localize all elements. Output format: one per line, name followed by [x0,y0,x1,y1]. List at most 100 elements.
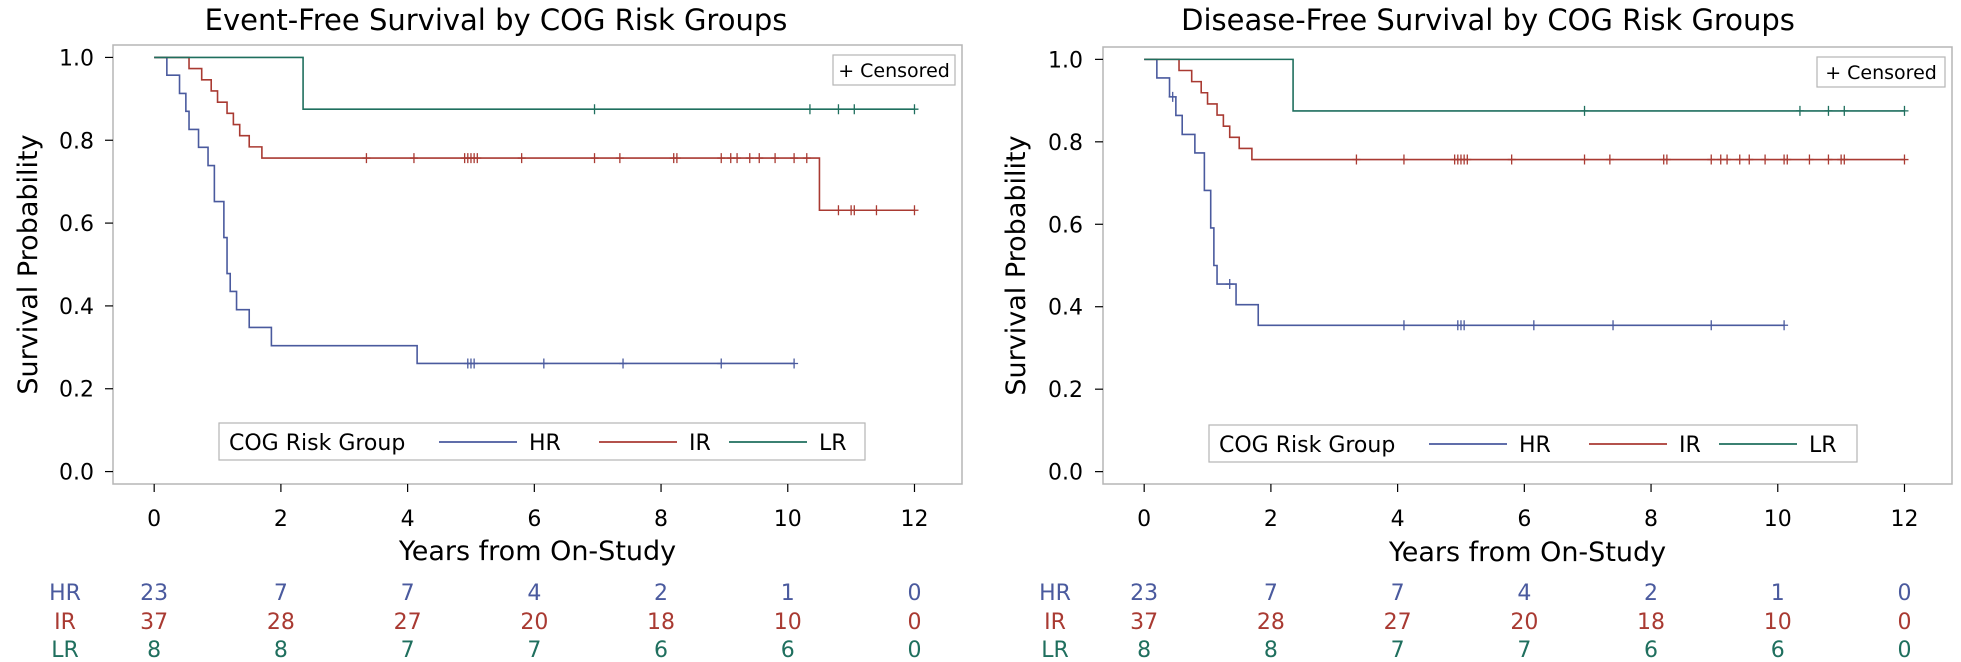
at-risk-count-LR: 7 [1391,638,1405,662]
at-risk-count-LR: 7 [527,638,541,662]
censor-mark-LR [590,104,599,115]
censor-mark-IR [745,153,754,164]
y-tick-label: 1.0 [59,46,94,71]
censor-mark-IR [1805,154,1814,165]
y-tick-label: 0.6 [1048,213,1083,238]
survival-curve-HR [154,56,795,365]
censor-mark-LR [1900,105,1909,116]
x-tick-label: 8 [654,507,668,532]
censor-mark-IR [1824,154,1833,165]
chart-title: Event-Free Survival by COG Risk Groups [205,3,788,37]
at-risk-count-LR: 8 [1137,638,1151,662]
at-risk-count-HR: 7 [274,581,288,606]
censor-mark-IR [1723,154,1732,165]
chart-dfs: Disease-Free Survival by COG Risk Groups… [1001,3,1953,662]
x-axis-label: Years from On-Study [1388,537,1666,568]
x-tick-label: 10 [774,507,802,532]
censor-mark-LR [1580,105,1589,116]
y-tick-label: 0.6 [59,212,94,237]
at-risk-count-HR: 0 [907,581,921,606]
at-risk-count-LR: 0 [1897,638,1911,662]
x-tick-label: 4 [1391,507,1405,532]
at-risk-count-HR: 1 [781,581,795,606]
at-risk-label-LR: LR [1041,638,1069,662]
y-tick-label: 0.8 [59,129,94,154]
x-axis-label: Years from On-Study [398,536,676,567]
at-risk-count-IR: 0 [907,610,921,635]
at-risk-label-HR: HR [1039,581,1071,606]
legend-entry-HR: HR [529,431,561,456]
censor-mark-LR [1824,105,1833,116]
at-risk-count-IR: 37 [140,610,168,635]
censor-mark-IR [1507,154,1516,165]
y-axis-label: Survival Probability [1001,135,1032,395]
censor-mark-HR [1609,320,1618,331]
at-risk-count-IR: 27 [1384,610,1412,635]
at-risk-count-HR: 23 [1130,581,1158,606]
legend-entry-IR: IR [689,431,711,456]
at-risk-count-HR: 2 [1644,581,1658,606]
censor-mark-IR [615,153,624,164]
censor-mark-HR [619,358,628,369]
x-tick-label: 2 [274,507,288,532]
censor-mark-IR [1840,154,1849,165]
censored-note: + Censored [838,60,950,82]
censor-mark-IR [1605,154,1614,165]
x-tick-label: 2 [1264,507,1278,532]
censored-note-box [832,54,956,86]
at-risk-count-HR: 23 [140,581,168,606]
censor-mark-IR [802,153,811,164]
y-tick-label: 0.4 [59,295,94,320]
censor-mark-IR [771,153,780,164]
at-risk-count-HR: 7 [1391,581,1405,606]
y-tick-label: 0.8 [1048,131,1083,156]
censor-mark-IR [517,153,526,164]
chart-efs: Event-Free Survival by COG Risk Groups 0.… [13,3,963,662]
censor-mark-HR [539,358,548,369]
at-risk-count-LR: 6 [1644,638,1658,662]
censor-mark-IR [1399,154,1408,165]
censor-mark-LR [1840,105,1849,116]
survival-curve-LR [1144,58,1905,112]
x-tick-label: 0 [1137,507,1151,532]
censor-mark-IR [850,205,859,216]
censor-mark-IR [1707,154,1716,165]
at-risk-count-LR: 6 [781,638,795,662]
legend-entry-HR: HR [1519,433,1551,458]
censor-mark-HR [1460,320,1469,331]
censor-mark-IR [1580,154,1589,165]
at-risk-count-LR: 7 [401,638,415,662]
censor-mark-LR [805,104,814,115]
censor-mark-HR [1168,91,1177,102]
y-tick-label: 0.0 [59,461,94,486]
at-risk-count-IR: 28 [1257,610,1285,635]
at-risk-count-HR: 1 [1771,581,1785,606]
y-tick-label: 0.2 [1048,378,1083,403]
censor-mark-IR [1463,154,1472,165]
at-risk-count-IR: 0 [1897,610,1911,635]
y-tick-label: 0.2 [59,378,94,403]
at-risk-count-HR: 7 [401,581,415,606]
at-risk-label-HR: HR [49,581,81,606]
censor-mark-IR [409,153,418,164]
y-axis-label: Survival Probability [13,134,44,394]
x-tick-label: 8 [1644,507,1658,532]
censor-mark-IR [1783,154,1792,165]
censor-mark-IR [1735,154,1744,165]
at-risk-label-IR: IR [1044,610,1066,635]
at-risk-count-IR: 28 [267,610,295,635]
legend-entry-LR: LR [819,431,847,456]
censor-mark-HR [1780,320,1789,331]
legend-entry-LR: LR [1809,433,1837,458]
at-risk-count-LR: 0 [907,638,921,662]
censor-mark-HR [470,358,479,369]
censor-mark-HR [717,358,726,369]
at-risk-count-LR: 8 [1264,638,1278,662]
censor-mark-IR [1745,154,1754,165]
censor-mark-LR [1795,105,1804,116]
plot-frame [112,44,963,485]
at-risk-count-LR: 8 [274,638,288,662]
at-risk-count-LR: 8 [147,638,161,662]
x-tick-label: 6 [1517,507,1531,532]
